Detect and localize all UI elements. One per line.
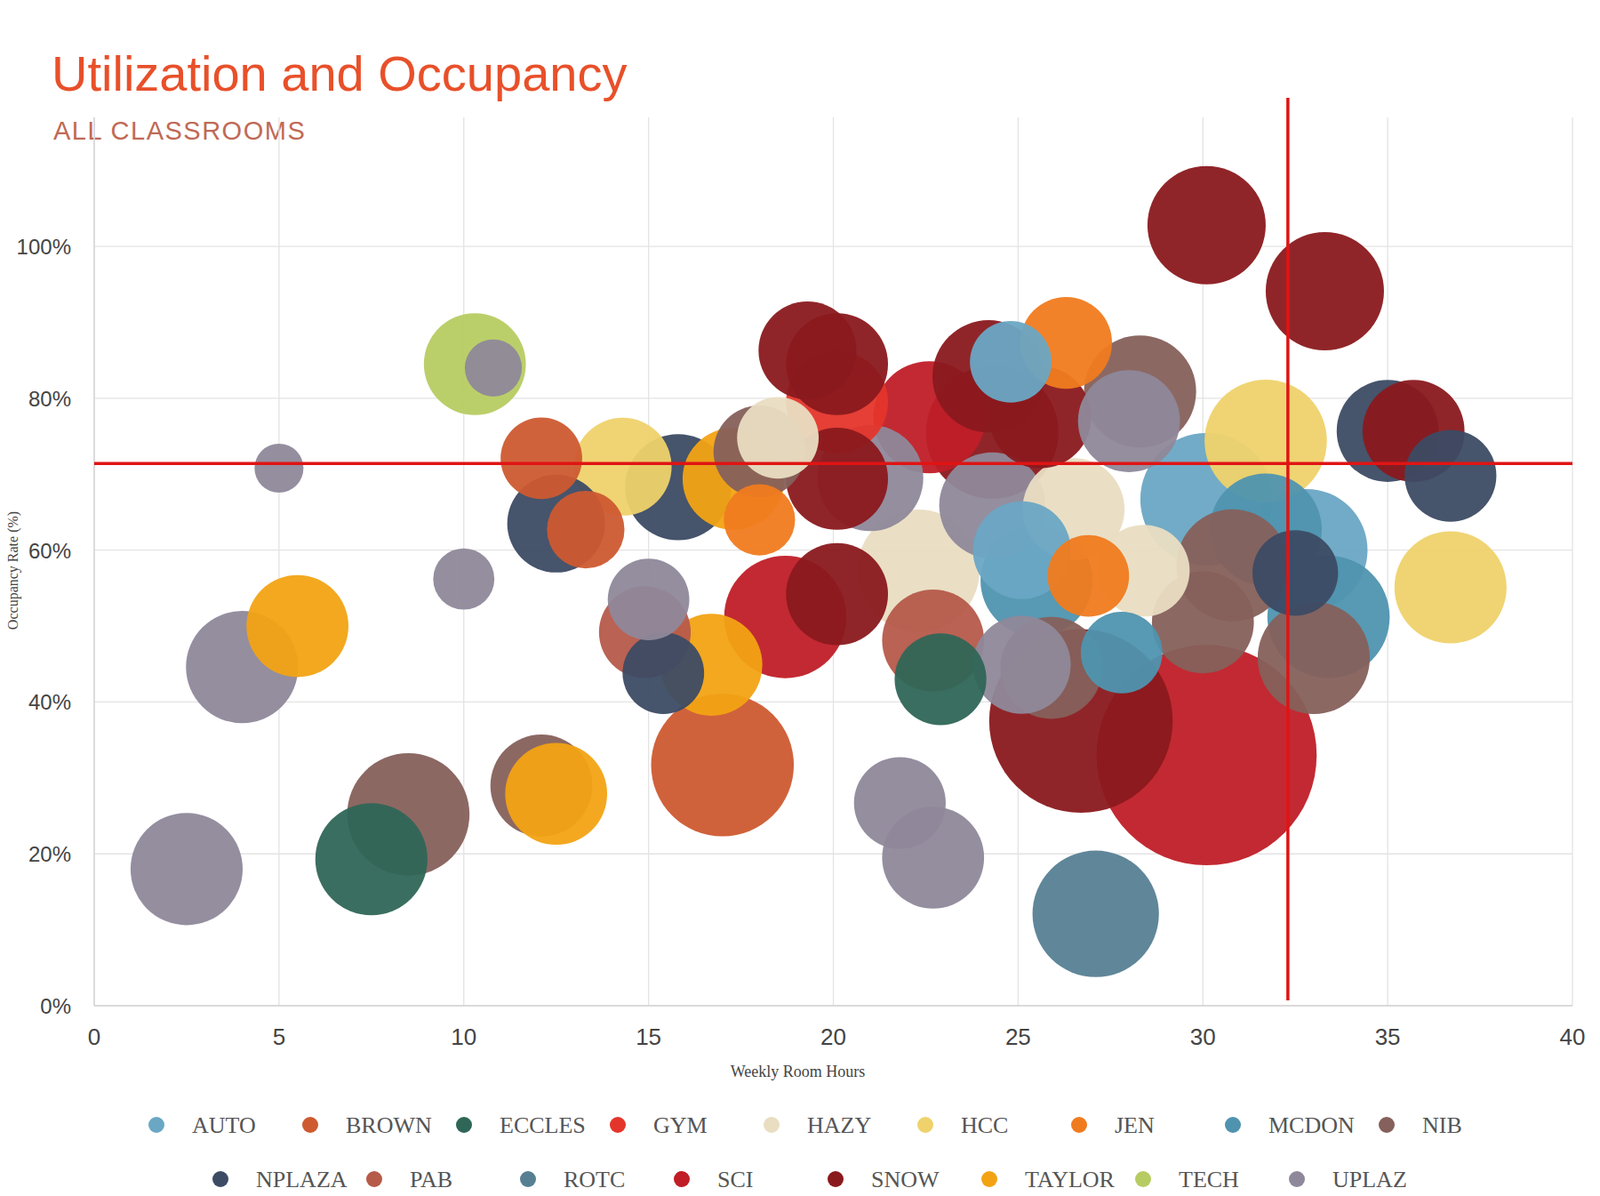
legend-label: PAB: [409, 1166, 453, 1192]
bubble: [254, 443, 304, 493]
legend-marker: [302, 1116, 319, 1133]
bubble: [969, 320, 1052, 403]
y-grid-line: [94, 701, 1573, 703]
bubble: [500, 417, 583, 500]
reference-lines: [94, 97, 1573, 1000]
bubble: [315, 802, 428, 915]
bubble: [1394, 530, 1507, 643]
legend-label: ECCLES: [499, 1112, 586, 1138]
y-tick-label: 0%: [40, 993, 72, 1018]
title: Utilization and Occupancy: [51, 45, 627, 102]
legend-label: TAYLOR: [1024, 1166, 1116, 1192]
legend-label: MCDON: [1268, 1112, 1355, 1138]
x-grid-line: [93, 117, 95, 1006]
legend-marker: [212, 1170, 229, 1187]
bubble: [1404, 429, 1496, 521]
y-axis-line: [93, 117, 96, 1006]
bubble: [246, 575, 349, 678]
bubble: [1265, 232, 1384, 351]
x-tick-label: 35: [1375, 1023, 1401, 1050]
bubble: [723, 483, 795, 555]
y-tick-label: 20%: [28, 841, 72, 866]
x-tick-label: 15: [635, 1023, 662, 1050]
legend-marker: [1071, 1116, 1088, 1133]
y-tick-label: 100%: [16, 234, 72, 259]
legend-label: NPLAZA: [256, 1166, 348, 1192]
legend-label: ROTC: [563, 1166, 625, 1192]
legend: AUTO BROWN ECCLES GYM HAZY HCC JEN MCDON NIB NPLA…: [148, 1112, 1463, 1192]
legend-marker: [1224, 1116, 1241, 1133]
x-grid-line: [1386, 117, 1388, 1006]
legend-marker: [456, 1116, 472, 1133]
legend-marker: [1378, 1116, 1395, 1133]
legend-label: GYM: [653, 1112, 708, 1138]
legend-marker: [917, 1116, 934, 1133]
x-tick-label: 5: [272, 1023, 286, 1050]
bubble: [1078, 369, 1181, 472]
x-reference-line: [1286, 97, 1290, 1000]
legend-marker: [1135, 1170, 1152, 1187]
chart: Utilization and Occupancy ALL CLASSROOMS 0…: [0, 0, 1600, 1196]
x-tick-label: 20: [820, 1023, 847, 1050]
legend-label: BROWN: [345, 1112, 432, 1138]
x-grid-line: [1571, 117, 1573, 1006]
legend-label: UPLAZ: [1332, 1166, 1408, 1192]
legend-label: JEN: [1114, 1112, 1155, 1138]
bubble: [736, 396, 819, 479]
y-tick-label: 80%: [28, 386, 72, 411]
legend-label: SCI: [717, 1166, 753, 1192]
bubble: [1032, 850, 1160, 977]
legend-label: SNOW: [871, 1166, 940, 1192]
legend-marker: [981, 1170, 998, 1187]
bubble: [758, 301, 856, 400]
x-tick-label: 25: [1005, 1023, 1032, 1050]
subtitle: ALL CLASSROOMS: [53, 116, 306, 145]
legend-marker: [366, 1170, 383, 1187]
grid: [94, 117, 1573, 1006]
bubble: [1147, 166, 1266, 285]
legend-marker: [609, 1116, 626, 1133]
y-axis-label: Occupancy Rate (%): [5, 511, 22, 630]
legend-marker: [1288, 1170, 1305, 1187]
bubble: [432, 548, 495, 610]
bubble: [894, 632, 986, 725]
legend-marker: [673, 1170, 690, 1187]
y-grid-line: [94, 1004, 1573, 1006]
legend-marker: [827, 1170, 844, 1187]
bubbles: [130, 166, 1507, 977]
legend-label: NIB: [1422, 1112, 1463, 1138]
x-tick-label: 30: [1190, 1023, 1216, 1050]
x-tick-label: 0: [88, 1023, 101, 1050]
bubble: [130, 812, 243, 925]
legend-marker: [148, 1116, 165, 1133]
x-tick-label: 40: [1560, 1023, 1586, 1050]
bubble: [1080, 611, 1163, 694]
y-reference-line: [94, 462, 1573, 466]
bubble: [622, 632, 704, 714]
x-tick-label: 10: [450, 1023, 477, 1050]
legend-label: AUTO: [192, 1112, 256, 1138]
bubble: [972, 616, 1071, 714]
y-tick-label: 60%: [28, 538, 72, 563]
x-grid-line: [278, 117, 280, 1006]
legend-label: TECH: [1178, 1166, 1240, 1192]
legend-marker: [520, 1170, 536, 1187]
bubble: [854, 756, 946, 848]
x-axis-line: [94, 1004, 1573, 1007]
bubble: [1257, 601, 1370, 714]
legend-label: HCC: [960, 1112, 1008, 1138]
bubble: [424, 312, 527, 416]
x-axis-label: Weekly Room Hours: [730, 1062, 866, 1080]
y-tick-label: 40%: [28, 689, 72, 714]
legend-label: HAZY: [807, 1112, 872, 1138]
bubble: [1047, 535, 1129, 617]
bubble: [464, 339, 522, 397]
bubble: [1252, 529, 1338, 616]
bubble: [546, 490, 624, 568]
bubble: [608, 558, 690, 640]
legend-marker: [763, 1116, 780, 1133]
bubble: [785, 543, 888, 646]
bubble: [504, 742, 608, 845]
bubble: [650, 693, 794, 837]
